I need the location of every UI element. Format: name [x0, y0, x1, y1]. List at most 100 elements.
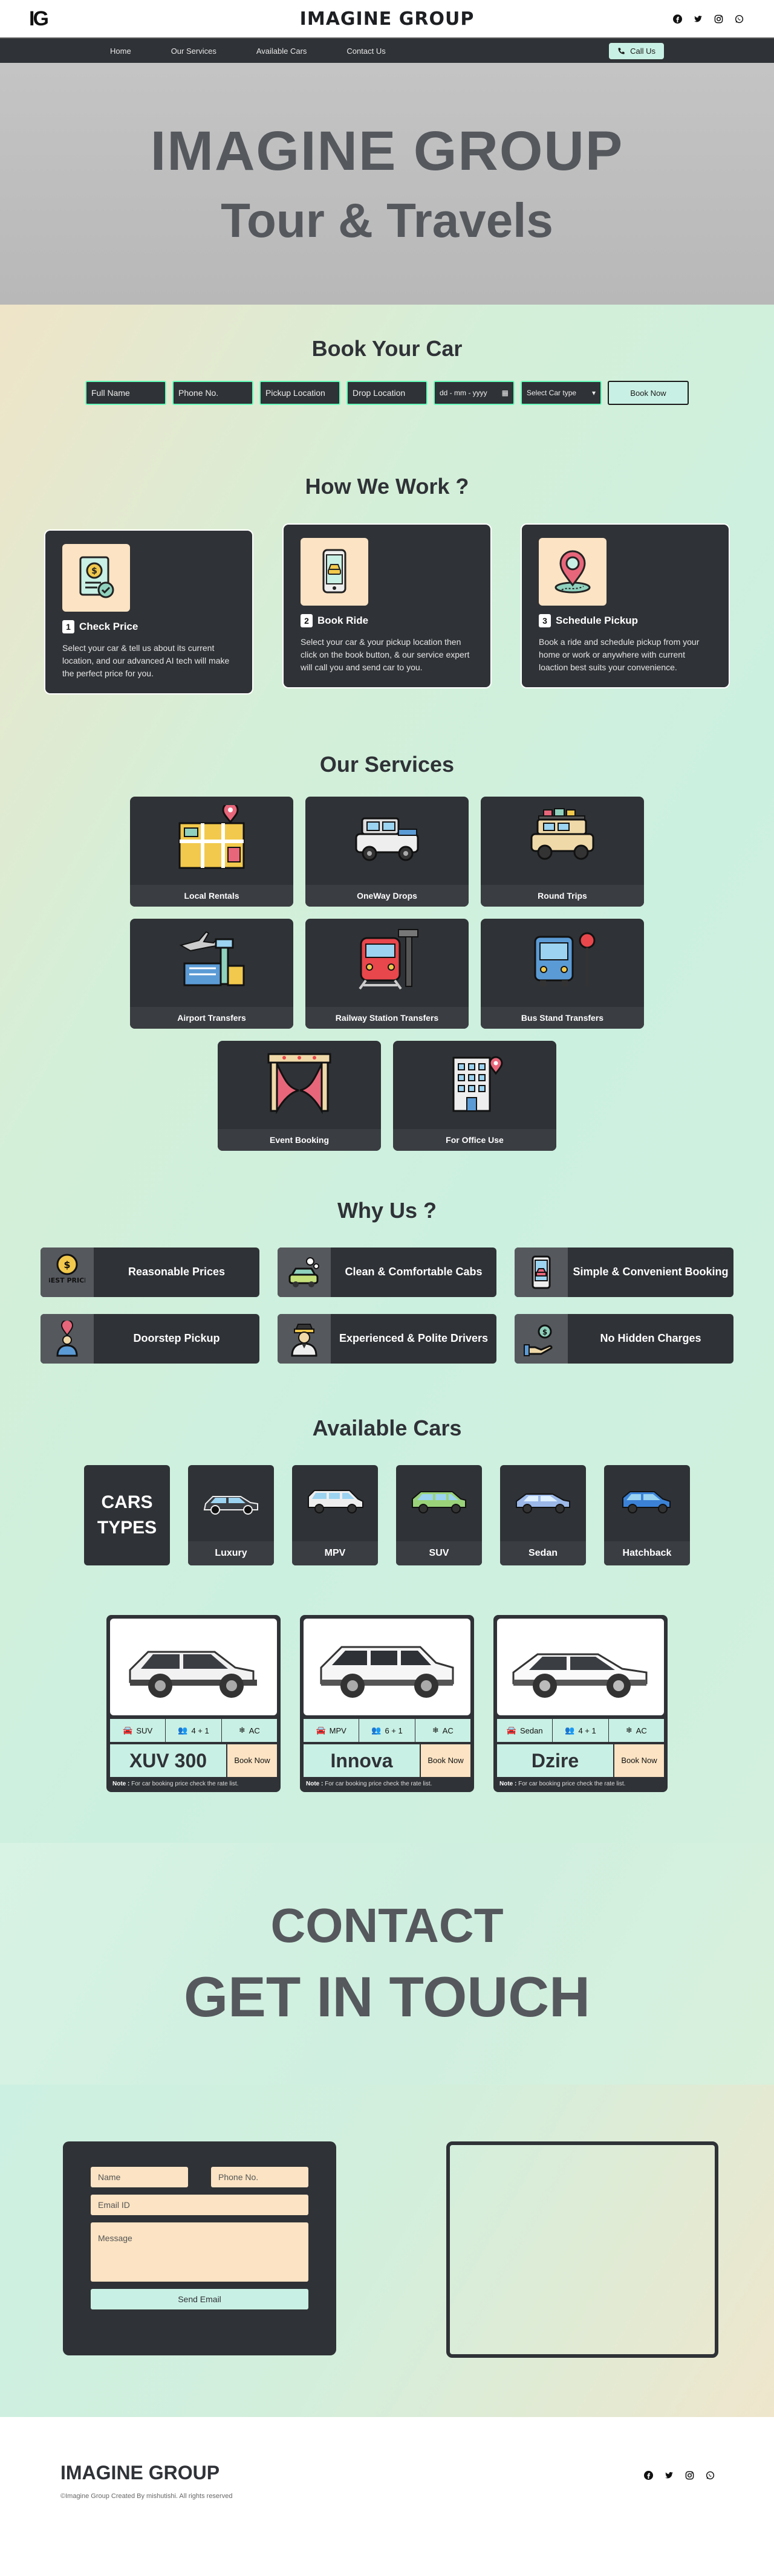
- pickup-location-input[interactable]: Pickup Location: [259, 381, 340, 405]
- car-type-label: Hatchback: [604, 1541, 690, 1565]
- jeep-icon: [355, 817, 419, 861]
- drop-location-input[interactable]: Drop Location: [346, 381, 428, 405]
- mobile-booking-icon: [301, 538, 368, 606]
- book-now-button[interactable]: Book Now: [420, 1744, 470, 1777]
- service-label: Railway Station Transfers: [305, 1007, 469, 1029]
- price-note: Note : For car booking price check the r…: [110, 1777, 277, 1788]
- hatchback-car-icon: [622, 1491, 671, 1513]
- step-number: 3: [539, 614, 551, 627]
- car-name: Innova: [304, 1744, 420, 1777]
- service-card-office-use[interactable]: For Office Use: [393, 1041, 556, 1151]
- phone-icon: [618, 47, 625, 54]
- svg-text:$: $: [542, 1328, 547, 1336]
- service-card-airport-transfers[interactable]: Airport Transfers: [130, 919, 293, 1029]
- hero-title: IMAGINE GROUP: [150, 120, 624, 182]
- book-now-button[interactable]: Book Now: [226, 1744, 277, 1777]
- facebook-icon[interactable]: [642, 2469, 654, 2481]
- email-input[interactable]: Email ID: [91, 2195, 308, 2215]
- service-card-oneway-drops[interactable]: OneWay Drops: [305, 797, 469, 907]
- twitter-icon[interactable]: [663, 2469, 675, 2481]
- nav-our-services[interactable]: Our Services: [171, 46, 216, 56]
- call-us-label: Call Us: [630, 46, 655, 56]
- service-card-event-booking[interactable]: Event Booking: [218, 1041, 381, 1151]
- car-icon: 🚘: [123, 1726, 133, 1735]
- car-type-suv[interactable]: SUV: [396, 1465, 482, 1565]
- nav-home[interactable]: Home: [110, 46, 131, 56]
- hero-subtitle: Tour & Travels: [221, 193, 553, 247]
- car-type-mpv[interactable]: MPV: [292, 1465, 378, 1565]
- airport-icon: [179, 931, 245, 986]
- car-photo: [497, 1619, 664, 1715]
- service-card-railway-transfers[interactable]: Railway Station Transfers: [305, 919, 469, 1029]
- service-label: Event Booking: [218, 1129, 381, 1151]
- why-us-section: Why Us ? $ BEST PRICE Reasonable Prices C…: [0, 1151, 774, 1364]
- why-card: Experienced & Polite Drivers: [278, 1314, 496, 1364]
- how-title: How We Work ?: [305, 474, 469, 499]
- service-label: For Office Use: [393, 1129, 556, 1151]
- car-types-heading: CARS TYPES: [84, 1465, 170, 1565]
- services-section: Our Services Local Rentals OneWay Drops …: [0, 740, 774, 1151]
- facebook-icon[interactable]: [671, 13, 683, 25]
- nav-contact-us[interactable]: Contact Us: [346, 46, 386, 56]
- nav-available-cars[interactable]: Available Cars: [256, 46, 307, 56]
- car-card: 🚘 MPV 👥 6 + 1 ❄ AC Innova Book Now Note : F…: [300, 1615, 474, 1792]
- map-pin-icon: [539, 538, 607, 606]
- car-type-sedan[interactable]: Sedan: [500, 1465, 586, 1565]
- map-frame[interactable]: [446, 2141, 718, 2358]
- service-label: Local Rentals: [130, 885, 293, 907]
- booking-title: Book Your Car: [311, 336, 463, 361]
- book-now-button[interactable]: Book Now: [613, 1744, 664, 1777]
- step-text: Select your car & your pickup location t…: [301, 637, 470, 672]
- phone-input[interactable]: Phone No.: [211, 2167, 308, 2187]
- note-label: Note :: [499, 1781, 517, 1787]
- services-title: Our Services: [319, 752, 455, 777]
- sedan-car-icon: [516, 1493, 570, 1513]
- whatsapp-icon[interactable]: [704, 2469, 716, 2481]
- call-us-button[interactable]: Call Us: [609, 42, 664, 59]
- service-card-round-trips[interactable]: Round Trips: [481, 797, 644, 907]
- whatsapp-icon[interactable]: [733, 13, 745, 25]
- snowflake-icon: ❄: [238, 1726, 246, 1735]
- footer-social-links: [642, 2469, 716, 2481]
- instagram-icon[interactable]: [712, 13, 724, 25]
- car-type-label: Luxury: [188, 1541, 274, 1565]
- mpv-car-icon: [308, 1490, 363, 1513]
- why-title: Doorstep Pickup: [133, 1332, 220, 1345]
- logo[interactable]: IG: [29, 7, 49, 30]
- car-seats: 6 + 1: [385, 1726, 403, 1735]
- train-icon: [359, 929, 418, 990]
- message-textarea[interactable]: Message: [91, 2222, 308, 2282]
- date-input[interactable]: dd - mm - yyyy ▦: [434, 381, 515, 405]
- car-type-select[interactable]: Select Car type ▾: [521, 381, 602, 405]
- name-input[interactable]: Name: [91, 2167, 188, 2187]
- service-card-bus-transfers[interactable]: Bus Stand Transfers: [481, 919, 644, 1029]
- office-building-icon: [452, 1056, 503, 1112]
- step-text: Select your car & tell us about its curr…: [62, 643, 230, 678]
- why-card: Simple & Convenient Booking: [515, 1248, 733, 1297]
- note-text: For car booking price check the rate lis…: [518, 1781, 626, 1787]
- cars-title: Available Cars: [312, 1416, 462, 1440]
- seats-icon: 👥: [371, 1726, 382, 1735]
- phone-input[interactable]: Phone No.: [172, 381, 253, 405]
- book-now-button[interactable]: Book Now: [608, 381, 689, 405]
- send-email-button[interactable]: Send Email: [91, 2289, 308, 2309]
- note-label: Note :: [306, 1781, 324, 1787]
- top-header: IG IMAGINE GROUP: [0, 0, 774, 37]
- footer-brand: IMAGINE GROUP: [60, 2462, 220, 2484]
- car-type-luxury[interactable]: Luxury: [188, 1465, 274, 1565]
- car-type-hatchback[interactable]: Hatchback: [604, 1465, 690, 1565]
- instagram-icon[interactable]: [683, 2469, 695, 2481]
- step-title: Schedule Pickup: [556, 615, 639, 626]
- twitter-icon[interactable]: [692, 13, 704, 25]
- footer-copyright: ©Imagine Group Created By mishutishi. Al…: [60, 2493, 233, 2500]
- why-title: No Hidden Charges: [600, 1332, 701, 1345]
- suv-car-icon: [412, 1491, 466, 1513]
- main-content: Book Your Car Full Name Phone No. Pickup…: [0, 305, 774, 1843]
- full-name-input[interactable]: Full Name: [85, 381, 166, 405]
- contact-subheading: GET IN TOUCH: [184, 1965, 590, 2028]
- service-card-local-rentals[interactable]: Local Rentals: [130, 797, 293, 907]
- calendar-icon[interactable]: ▦: [501, 389, 509, 397]
- why-title: Clean & Comfortable Cabs: [345, 1266, 483, 1278]
- seats-icon: 👥: [565, 1726, 575, 1735]
- best-price-icon: $ BEST PRICE: [41, 1248, 94, 1297]
